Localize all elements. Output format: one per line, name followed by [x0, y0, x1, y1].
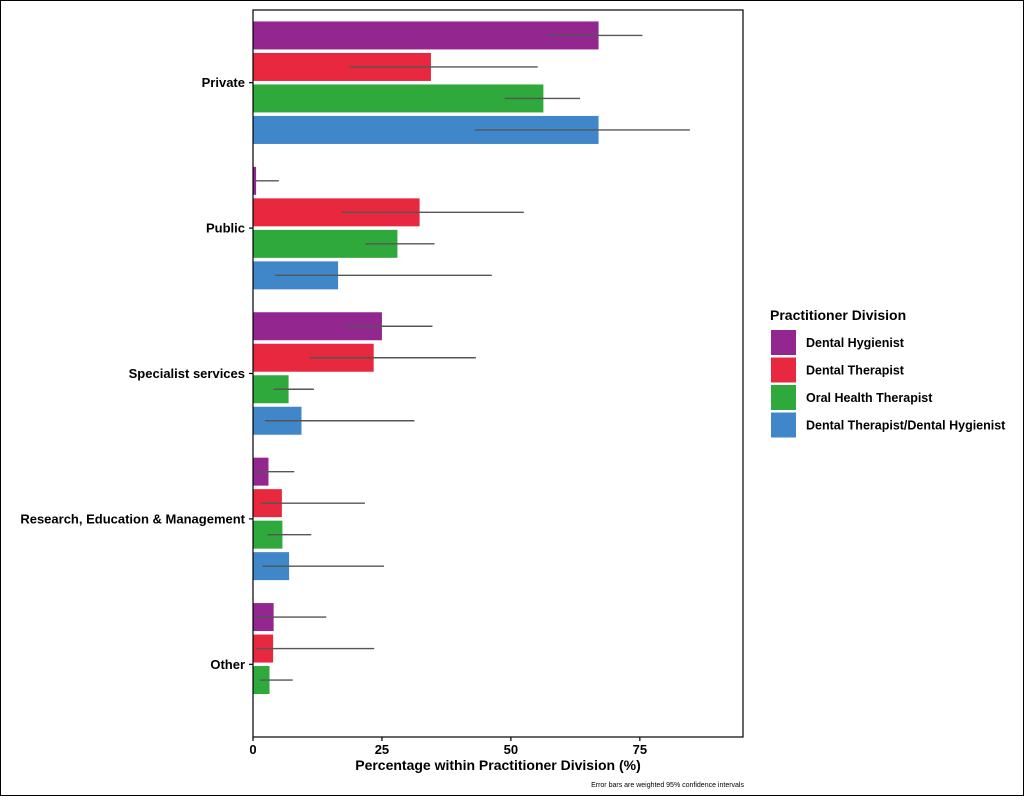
x-tick-label: 50 [504, 742, 518, 757]
legend-label-dental-therapist-dental-hygienist: Dental Therapist/Dental Hygienist [806, 419, 1006, 433]
legend-items: Dental Hygienist Dental Therapist Oral Hea… [771, 330, 1006, 438]
x-tick-label: 75 [633, 742, 647, 757]
caption: Error bars are weighted 95% confidence i… [591, 782, 744, 789]
category-label-other: Other [210, 657, 245, 672]
x-tick-label: 25 [375, 742, 389, 757]
legend-swatch-dental-therapist-dental-hygienist [771, 412, 796, 438]
category-label-research-education-management: Research, Education & Management [20, 511, 245, 526]
legend-swatch-dental-hygienist [771, 330, 796, 355]
x-axis-title: Percentage within Practitioner Division … [355, 757, 641, 773]
axis-layer: Private Public Specialist services Research… [20, 75, 647, 757]
category-label-specialist-services: Specialist services [129, 366, 245, 381]
legend-swatch-oral-health-therapist [771, 385, 796, 410]
error-bars-layer [253, 34, 690, 681]
legend-swatch-dental-therapist [771, 357, 796, 383]
bar-private-dental-hygienist [253, 21, 599, 50]
legend-label-dental-hygienist: Dental Hygienist [806, 336, 905, 350]
x-tick-label: 0 [249, 742, 256, 757]
legend-label-oral-health-therapist: Oral Health Therapist [806, 391, 933, 405]
bars-layer [253, 21, 599, 695]
legend-title: Practitioner Division [770, 307, 906, 323]
category-label-public: Public [206, 221, 245, 236]
category-label-private: Private [202, 75, 245, 90]
bar-private-oral-health-therapist [253, 84, 544, 113]
legend: Practitioner Division Dental HygienistDe… [770, 307, 1006, 438]
legend-label-dental-therapist: Dental Therapist [806, 364, 905, 378]
